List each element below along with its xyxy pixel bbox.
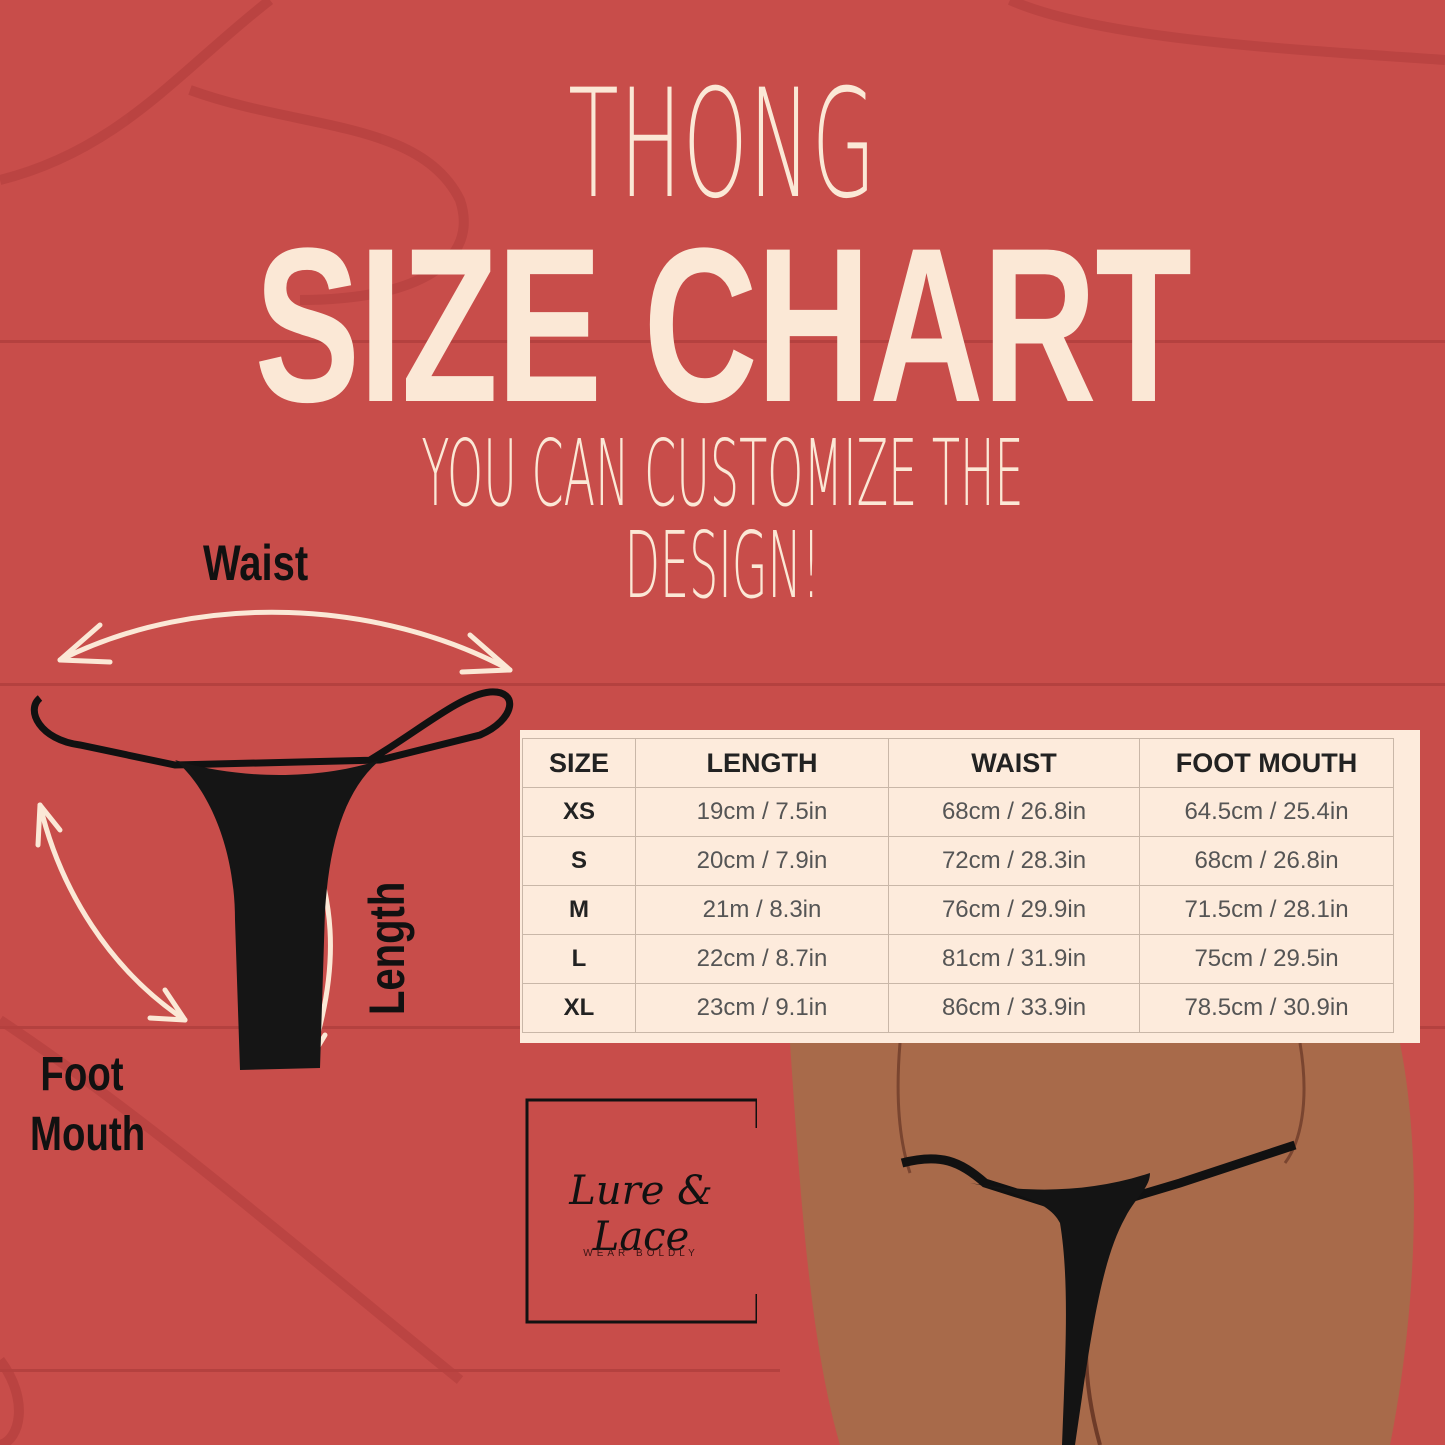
cell-length: 21m / 8.3in [635, 885, 889, 935]
thong-diagram [30, 609, 514, 1070]
cell-size: M [522, 885, 636, 935]
model-photo [780, 1043, 1445, 1445]
header-length: LENGTH [635, 738, 889, 788]
cell-length: 23cm / 9.1in [635, 983, 889, 1033]
foot-mouth-arrow-icon [37, 802, 188, 1023]
cell-foot-mouth: 68cm / 26.8in [1139, 836, 1394, 886]
cell-waist: 72cm / 28.3in [888, 836, 1140, 886]
cell-size: L [522, 934, 636, 984]
header-waist: WAIST [888, 738, 1140, 788]
cell-foot-mouth: 78.5cm / 30.9in [1139, 983, 1394, 1033]
cell-waist: 68cm / 26.8in [888, 787, 1140, 837]
table-row: L 22cm / 8.7in 81cm / 31.9in 75cm / 29.5… [522, 934, 1394, 984]
cell-size: S [522, 836, 636, 886]
cell-foot-mouth: 64.5cm / 25.4in [1139, 787, 1394, 837]
thong-icon [30, 688, 514, 1070]
cell-length: 22cm / 8.7in [635, 934, 889, 984]
cell-size: XL [522, 983, 636, 1033]
logo-name: Lure & Lace [569, 1168, 713, 1260]
subtitle: YOU CAN CUSTOMIZE THE DESIGN! [421, 420, 1024, 619]
cell-waist: 86cm / 33.9in [888, 983, 1140, 1033]
cell-length: 20cm / 7.9in [635, 836, 889, 886]
cell-waist: 76cm / 29.9in [888, 885, 1140, 935]
title-size-chart: SIZE CHART [254, 202, 1191, 448]
table-row: S 20cm / 7.9in 72cm / 28.3in 68cm / 26.8… [522, 836, 1394, 886]
cell-foot-mouth: 71.5cm / 28.1in [1139, 885, 1394, 935]
logo-tagline: WEAR BOLDLY [583, 1248, 699, 1259]
cell-foot-mouth: 75cm / 29.5in [1139, 934, 1394, 984]
cell-length: 19cm / 7.5in [635, 787, 889, 837]
cell-size: XS [522, 787, 636, 837]
table-header-row: SIZE LENGTH WAIST FOOT MOUTH [522, 738, 1394, 788]
table-row: M 21m / 8.3in 76cm / 29.9in 71.5cm / 28.… [522, 885, 1394, 935]
waist-arrow-icon [57, 609, 513, 673]
cell-waist: 81cm / 31.9in [888, 934, 1140, 984]
table-row: XL 23cm / 9.1in 86cm / 33.9in 78.5cm / 3… [522, 983, 1394, 1033]
waist-label: Waist [203, 535, 309, 591]
size-table: SIZE LENGTH WAIST FOOT MOUTH XS 19cm / 7… [520, 730, 1420, 1043]
foot-mouth-label: Foot Mouth [30, 1048, 146, 1161]
header-foot-mouth: FOOT MOUTH [1139, 738, 1394, 788]
header-size: SIZE [522, 738, 636, 788]
title-thong: THONG [568, 58, 877, 232]
table-row: XS 19cm / 7.5in 68cm / 26.8in 64.5cm / 2… [522, 787, 1394, 837]
brand-logo: Lure & Lace WEAR BOLDLY [525, 1098, 757, 1324]
length-label: Length [359, 881, 415, 1015]
